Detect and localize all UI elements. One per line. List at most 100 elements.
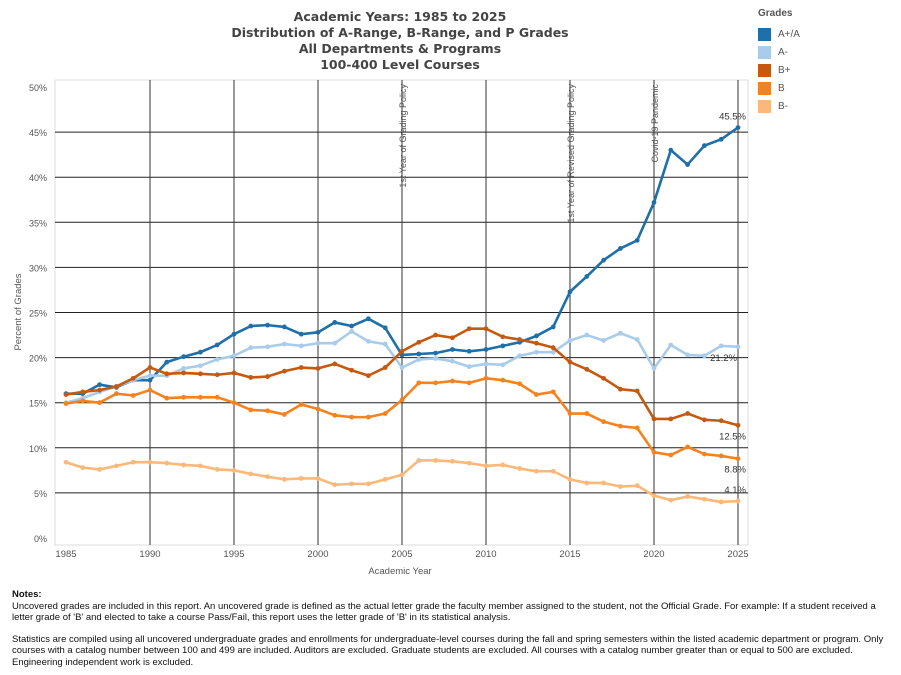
data-point-B- <box>702 496 707 502</box>
data-point-B- <box>433 458 438 463</box>
data-point-B <box>282 412 287 417</box>
data-point-B- <box>500 462 506 468</box>
data-point-B- <box>399 472 405 478</box>
data-point-A- <box>550 349 556 355</box>
legend-label: A- <box>778 46 788 58</box>
data-point-B <box>80 398 86 404</box>
data-point-B- <box>416 458 422 463</box>
data-point-A- <box>517 353 522 359</box>
data-point-B- <box>668 497 674 503</box>
notes-paragraph-1: Uncovered grades are included in this re… <box>12 600 876 624</box>
legend-item[interactable]: B- <box>758 97 800 115</box>
data-point-A- <box>265 344 270 350</box>
legend-item[interactable]: A- <box>758 43 800 61</box>
y-tick-label: 30% <box>29 263 47 273</box>
data-point-B- <box>332 482 338 488</box>
data-point-B- <box>534 468 539 474</box>
data-point-B <box>181 394 187 400</box>
data-point-B- <box>366 481 371 487</box>
y-tick-label: 25% <box>29 309 47 319</box>
data-point-A- <box>668 342 674 348</box>
data-point-B+ <box>450 335 455 341</box>
data-point-B- <box>618 484 623 489</box>
data-point-A+/A <box>366 316 371 322</box>
data-point-A- <box>601 338 606 343</box>
data-point-B- <box>214 467 220 472</box>
data-point-B- <box>80 465 86 471</box>
data-point-A+/A <box>668 147 674 153</box>
data-point-B <box>450 378 455 384</box>
data-point-B <box>567 411 573 416</box>
data-point-B- <box>315 476 321 481</box>
data-point-B <box>130 393 136 398</box>
data-point-A+/A <box>265 322 270 328</box>
y-tick-label: 35% <box>29 218 47 228</box>
chart-title-line-1: Academic Years: 1985 to 2025 <box>293 9 507 24</box>
data-point-B+ <box>231 370 237 376</box>
data-point-B <box>517 381 522 387</box>
legend-label: A+/A <box>778 28 800 40</box>
legend-item[interactable]: B+ <box>758 61 800 79</box>
data-point-B- <box>130 459 136 465</box>
x-tick-label: 1995 <box>223 549 244 560</box>
data-point-A- <box>618 330 623 336</box>
y-tick-label: 15% <box>29 399 47 409</box>
data-point-B <box>416 380 422 386</box>
data-point-A+/A <box>147 377 153 383</box>
data-point-B <box>718 453 724 459</box>
data-point-B <box>366 414 371 420</box>
data-point-A- <box>147 373 153 379</box>
data-point-B+ <box>668 416 674 422</box>
data-point-B+ <box>483 326 489 332</box>
data-point-B+ <box>399 348 405 354</box>
data-point-A- <box>282 341 287 347</box>
data-point-A- <box>214 357 220 362</box>
data-point-B+ <box>164 371 170 377</box>
data-point-A- <box>567 338 573 343</box>
data-point-B+ <box>198 371 203 377</box>
legend-item[interactable]: B <box>758 79 800 97</box>
legend-swatch <box>758 45 771 59</box>
data-point-A- <box>382 341 388 347</box>
data-point-B- <box>634 483 640 489</box>
data-point-A- <box>718 343 724 349</box>
data-point-B- <box>114 463 119 469</box>
data-point-B <box>349 414 354 420</box>
annotation-label: Covid-19 Pandemic <box>650 84 660 163</box>
data-point-B+ <box>63 392 69 397</box>
data-point-B- <box>97 467 102 472</box>
data-point-B <box>147 387 153 393</box>
data-point-B <box>248 407 254 413</box>
data-point-B <box>63 401 69 407</box>
end-value-label: 4.1% <box>724 485 746 496</box>
data-point-A+/A <box>97 382 102 388</box>
notes-heading: Notes: <box>12 589 42 600</box>
end-value-label: 12.5% <box>719 431 746 442</box>
data-point-A- <box>450 358 455 364</box>
data-point-B <box>601 419 606 425</box>
data-point-B- <box>601 480 606 486</box>
x-axis-label: Academic Year <box>368 566 431 577</box>
end-value-label: 45.5% <box>719 112 746 123</box>
data-point-B+ <box>634 388 640 394</box>
data-point-B- <box>282 476 287 482</box>
data-point-B- <box>349 481 354 487</box>
y-tick-label: 45% <box>29 128 47 138</box>
data-point-A- <box>433 356 438 361</box>
data-point-B <box>399 397 405 403</box>
data-point-B- <box>718 499 724 505</box>
legend-title: Grades <box>758 8 793 19</box>
data-point-B <box>265 408 270 414</box>
data-point-B+ <box>298 365 304 370</box>
data-point-A+/A <box>500 343 506 349</box>
data-point-B+ <box>366 373 371 379</box>
data-point-B <box>685 444 690 450</box>
chart-title-line-2: Distribution of A-Range, B-Range, and P … <box>231 25 569 40</box>
data-point-B+ <box>416 339 422 345</box>
end-value-label: 21.2% <box>710 353 737 364</box>
data-point-B <box>298 402 304 407</box>
legend-item[interactable]: A+/A <box>758 25 800 43</box>
y-tick-label: 20% <box>29 354 47 364</box>
data-point-B+ <box>349 367 354 373</box>
